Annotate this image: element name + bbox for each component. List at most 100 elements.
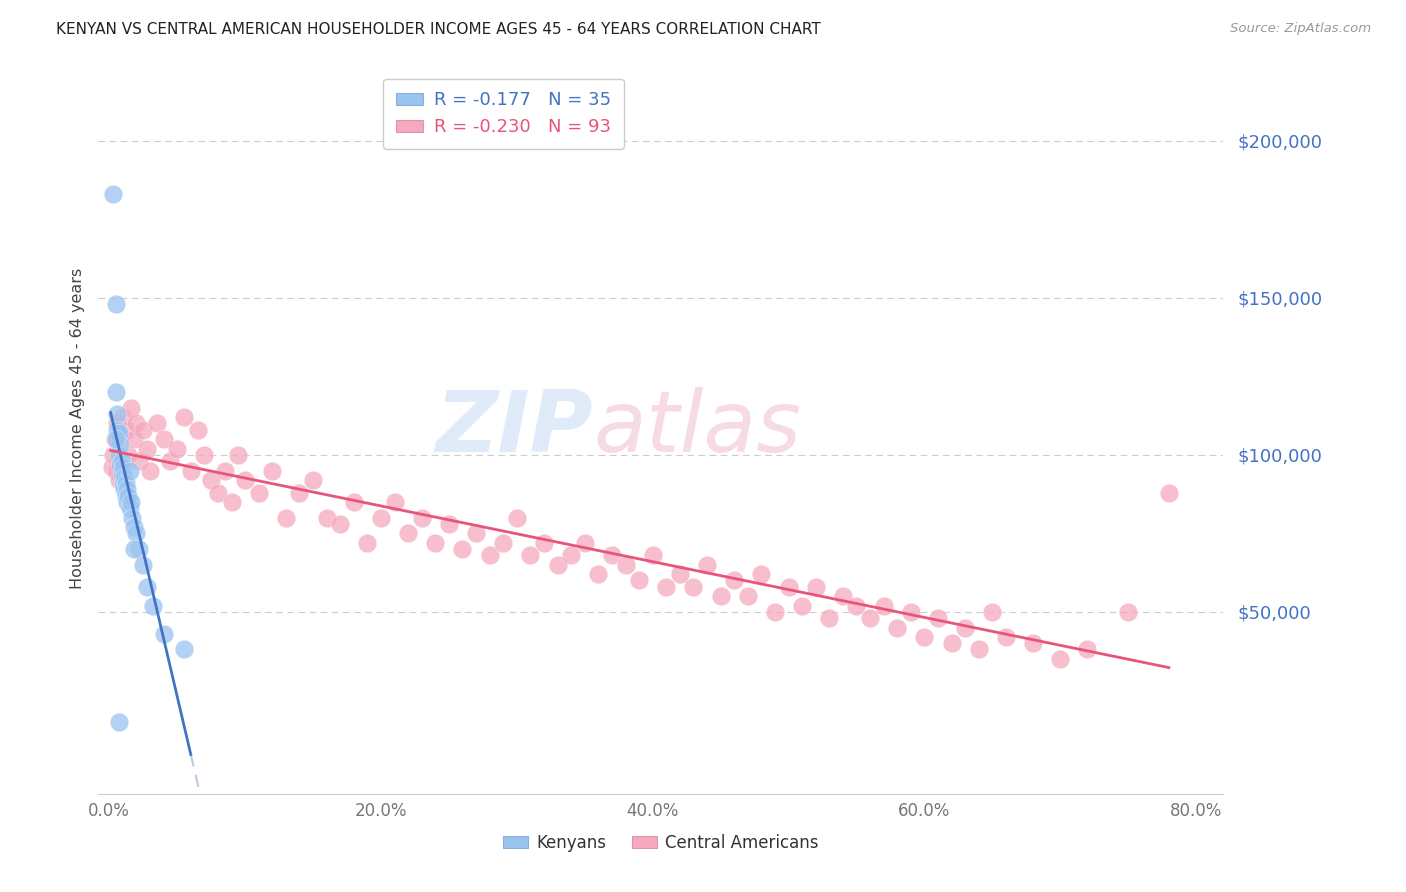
Text: ZIP: ZIP	[436, 386, 593, 470]
Point	[1076, 642, 1098, 657]
Point	[142, 599, 165, 613]
Point	[132, 423, 155, 437]
Point	[112, 470, 135, 484]
Point	[121, 510, 143, 524]
Point	[207, 485, 229, 500]
Point	[111, 476, 134, 491]
Point	[108, 432, 131, 446]
Text: Source: ZipAtlas.com: Source: ZipAtlas.com	[1230, 22, 1371, 36]
Point	[108, 457, 131, 471]
Point	[396, 526, 419, 541]
Point	[465, 526, 488, 541]
Point	[560, 549, 582, 563]
Point	[953, 620, 976, 634]
Point	[778, 580, 800, 594]
Point	[180, 464, 202, 478]
Point	[152, 432, 174, 446]
Point	[912, 630, 935, 644]
Point	[114, 489, 136, 503]
Point	[547, 558, 569, 572]
Point	[994, 630, 1017, 644]
Point	[845, 599, 868, 613]
Point	[981, 605, 1004, 619]
Point	[107, 448, 129, 462]
Point	[110, 467, 132, 481]
Point	[122, 520, 145, 534]
Point	[262, 464, 284, 478]
Point	[437, 516, 460, 531]
Point	[110, 454, 132, 468]
Point	[103, 448, 125, 462]
Point	[173, 642, 195, 657]
Point	[214, 464, 236, 478]
Point	[343, 495, 366, 509]
Point	[200, 473, 222, 487]
Point	[900, 605, 922, 619]
Point	[159, 454, 181, 468]
Point	[173, 410, 195, 425]
Point	[107, 407, 129, 421]
Point	[139, 464, 162, 478]
Point	[941, 636, 963, 650]
Point	[872, 599, 894, 613]
Point	[101, 460, 124, 475]
Text: atlas: atlas	[593, 386, 801, 470]
Point	[682, 580, 704, 594]
Point	[233, 473, 256, 487]
Point	[818, 611, 841, 625]
Point	[1022, 636, 1045, 650]
Point	[859, 611, 882, 625]
Point	[118, 464, 141, 478]
Point	[696, 558, 718, 572]
Point	[114, 476, 136, 491]
Point	[107, 417, 129, 431]
Point	[128, 454, 150, 468]
Y-axis label: Householder Income Ages 45 - 64 years: Householder Income Ages 45 - 64 years	[70, 268, 86, 589]
Point	[1116, 605, 1139, 619]
Point	[152, 627, 174, 641]
Point	[710, 589, 733, 603]
Point	[288, 485, 311, 500]
Point	[927, 611, 949, 625]
Point	[628, 574, 651, 588]
Point	[125, 417, 148, 431]
Point	[105, 297, 128, 311]
Point	[1157, 485, 1180, 500]
Point	[411, 510, 433, 524]
Point	[122, 432, 145, 446]
Point	[247, 485, 270, 500]
Point	[115, 483, 138, 497]
Point	[117, 489, 139, 503]
Point	[329, 516, 352, 531]
Point	[105, 464, 128, 478]
Point	[302, 473, 325, 487]
Point	[105, 385, 128, 400]
Point	[118, 501, 141, 516]
Point	[790, 599, 813, 613]
Point	[451, 541, 474, 556]
Point	[574, 535, 596, 549]
Point	[506, 510, 529, 524]
Point	[669, 567, 692, 582]
Point	[641, 549, 664, 563]
Point	[492, 535, 515, 549]
Point	[136, 442, 159, 456]
Point	[112, 483, 135, 497]
Point	[120, 495, 142, 509]
Point	[886, 620, 908, 634]
Point	[111, 410, 134, 425]
Point	[114, 423, 136, 437]
Point	[519, 549, 541, 563]
Point	[108, 438, 131, 452]
Point	[136, 580, 159, 594]
Point	[221, 495, 243, 509]
Point	[274, 510, 297, 524]
Point	[128, 541, 150, 556]
Point	[588, 567, 610, 582]
Point	[117, 448, 139, 462]
Point	[614, 558, 637, 572]
Point	[425, 535, 447, 549]
Point	[107, 423, 129, 437]
Legend: Kenyans, Central Americans: Kenyans, Central Americans	[496, 828, 825, 859]
Point	[804, 580, 827, 594]
